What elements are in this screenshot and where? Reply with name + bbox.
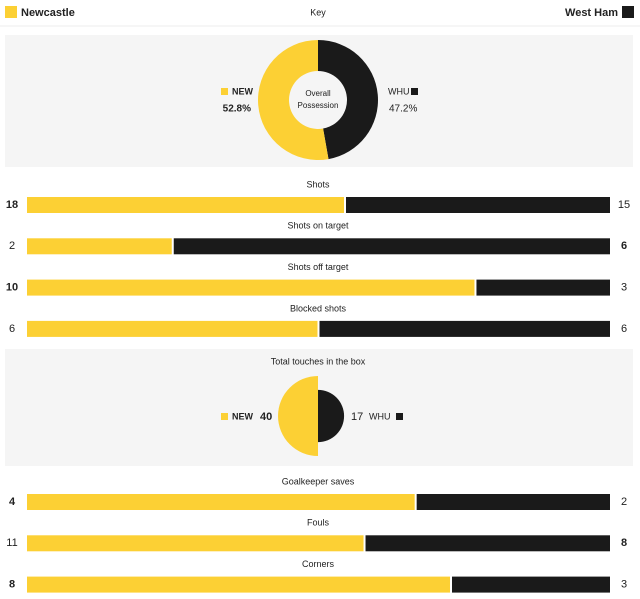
home-possession-label: 52.8% — [223, 104, 251, 115]
away-bar — [452, 576, 610, 593]
away-touches-value: 17 — [351, 411, 363, 423]
away-bar — [416, 494, 610, 510]
away-value: 8 — [621, 537, 627, 549]
away-value: 2 — [621, 496, 627, 508]
home-abbr: NEW — [232, 411, 254, 421]
home-bar — [27, 238, 172, 255]
home-value: 10 — [6, 282, 18, 294]
home-bar — [27, 197, 344, 213]
home-swatch — [221, 413, 228, 420]
stat-label: Shots — [306, 179, 330, 189]
away-abbr: WHU — [369, 411, 391, 421]
away-team: West Ham — [565, 7, 618, 19]
away-abbr: WHU — [388, 86, 410, 96]
away-bar — [319, 320, 610, 337]
stat-label: Shots on target — [287, 221, 349, 231]
home-bar — [27, 535, 364, 552]
home-bar — [27, 279, 475, 296]
away-bar — [346, 197, 610, 213]
away-value: 15 — [618, 199, 630, 211]
home-team: Newcastle — [21, 7, 75, 19]
away-value: 3 — [621, 579, 627, 591]
away-value: 6 — [621, 240, 627, 252]
home-value: 8 — [9, 579, 15, 591]
away-swatch — [396, 413, 403, 420]
home-bar — [27, 576, 450, 593]
home-touches-value: 40 — [260, 411, 272, 423]
home-value: 11 — [6, 537, 17, 549]
away-value: 6 — [621, 323, 627, 335]
away-swatch — [622, 6, 634, 18]
away-possession-label: 47.2% — [389, 104, 417, 115]
home-bar — [27, 320, 318, 337]
away-bar — [173, 238, 610, 255]
away-value: 3 — [621, 282, 627, 294]
away-bar — [365, 535, 610, 552]
stat-label: Blocked shots — [290, 303, 347, 313]
home-value: 4 — [9, 496, 16, 508]
away-swatch — [411, 88, 418, 95]
touches-title: Total touches in the box — [271, 356, 366, 366]
home-bar — [27, 494, 415, 510]
home-abbr: NEW — [232, 86, 254, 96]
home-value: 6 — [9, 323, 15, 335]
home-swatch — [5, 6, 17, 18]
home-possession — [257, 40, 329, 160]
away-possession — [318, 40, 378, 160]
away-bar — [476, 279, 610, 296]
home-swatch — [221, 88, 228, 95]
key-label: Key — [310, 7, 326, 17]
home-touches — [278, 376, 318, 456]
stat-label: Goalkeeper saves — [282, 476, 355, 486]
home-value: 2 — [9, 240, 15, 252]
home-value: 18 — [6, 199, 18, 211]
stat-label: Corners — [302, 559, 335, 569]
stat-label: Shots off target — [288, 262, 349, 272]
away-touches — [318, 389, 345, 443]
possession-title: Possession — [298, 101, 339, 110]
possession-title: Overall — [305, 89, 331, 98]
stat-label: Fouls — [307, 518, 330, 528]
